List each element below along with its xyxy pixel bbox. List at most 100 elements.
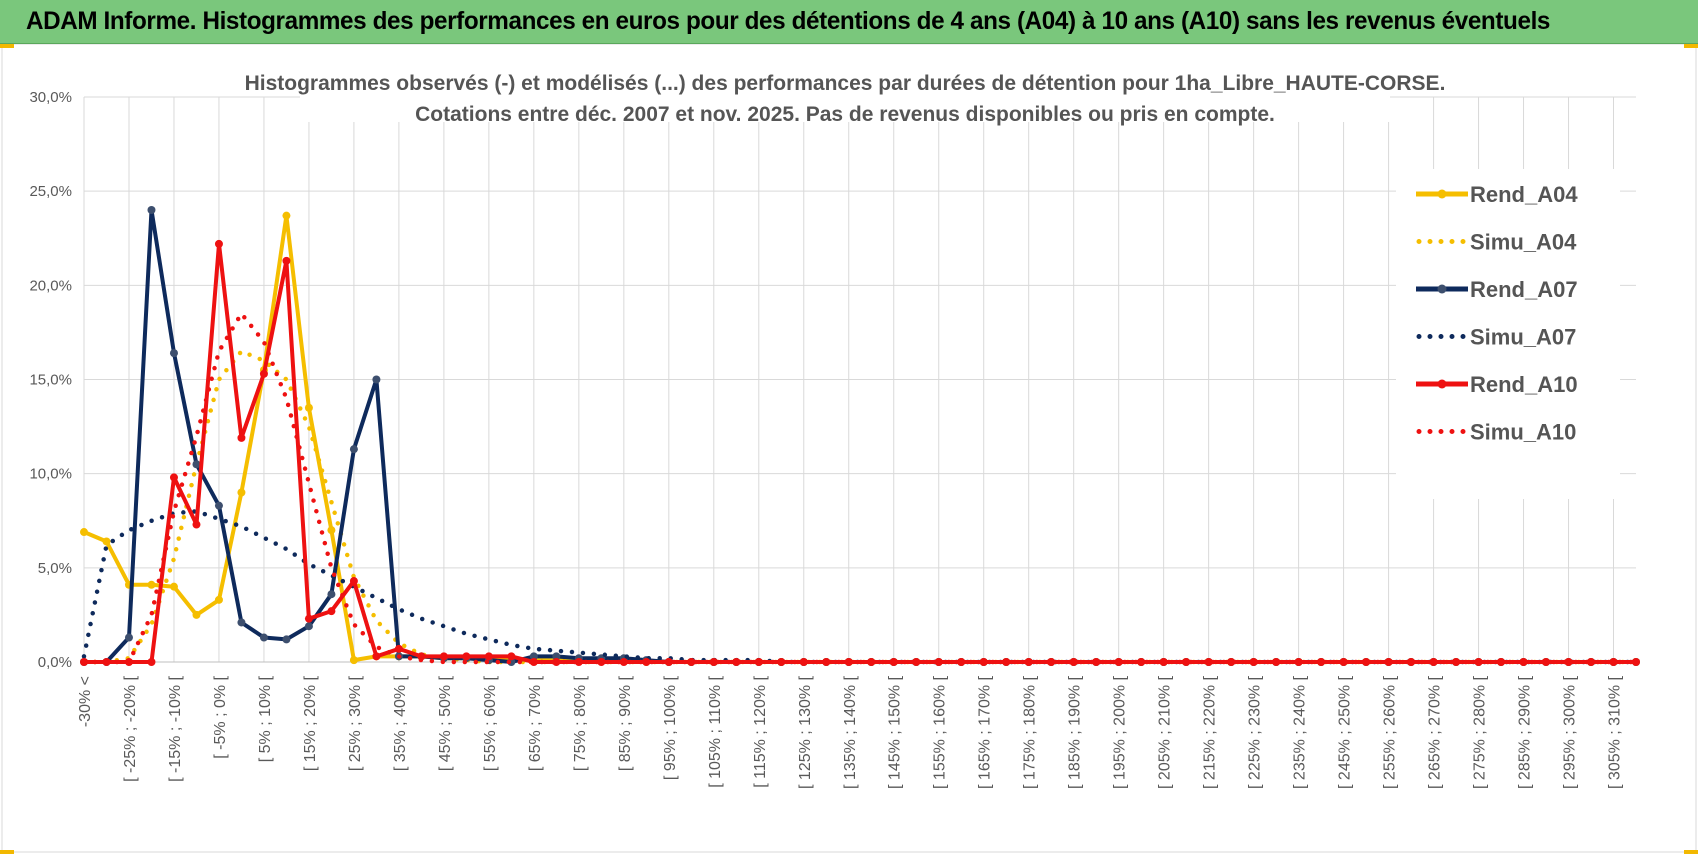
corner-mark — [0, 850, 14, 854]
data-point — [1587, 658, 1596, 666]
x-tick-label: [ 285% ; 290% [ — [1517, 675, 1534, 789]
data-point — [169, 582, 178, 591]
x-tick-label: [ 175% ; 180% [ — [1022, 675, 1039, 789]
data-point — [304, 403, 313, 412]
x-tick-label: [ 255% ; 260% [ — [1382, 675, 1399, 789]
x-tick-label: [ 275% ; 280% [ — [1472, 675, 1489, 789]
data-point — [1159, 658, 1168, 666]
legend-background — [1396, 169, 1620, 499]
data-point — [259, 369, 268, 378]
chart-frame — [1, 44, 1697, 853]
data-point — [1227, 658, 1236, 666]
data-point — [439, 652, 448, 661]
legend-marker — [1437, 189, 1447, 199]
data-point — [687, 658, 696, 666]
data-point — [597, 658, 606, 666]
y-tick-label: 20,0% — [29, 277, 72, 294]
data-point — [349, 577, 358, 586]
data-point — [124, 633, 133, 642]
x-tick-label: [ 85% ; 90% [ — [617, 675, 634, 771]
data-point — [1609, 658, 1618, 666]
data-point — [282, 211, 291, 220]
data-point — [327, 526, 336, 535]
data-point — [147, 658, 156, 666]
y-tick-label: 0,0% — [38, 654, 72, 671]
data-point — [1092, 658, 1101, 666]
data-point — [349, 445, 358, 454]
data-point — [169, 349, 178, 358]
data-point — [1069, 658, 1078, 666]
x-tick-label: [ 35% ; 40% [ — [392, 675, 409, 771]
data-point — [192, 520, 201, 529]
x-tick-label: [ 25% ; 30% [ — [347, 675, 364, 771]
x-tick-label: [ -5% ; 0% [ — [212, 675, 229, 758]
data-point — [1204, 658, 1213, 666]
data-point — [462, 652, 471, 661]
corner-mark — [0, 44, 14, 48]
corner-mark — [1684, 44, 1698, 48]
data-point — [529, 652, 538, 661]
x-tick-label: [ 195% ; 200% [ — [1112, 675, 1129, 789]
data-point — [574, 658, 583, 666]
banner: ADAM Informe. Histogrammes des performan… — [0, 0, 1698, 44]
legend-marker — [1437, 284, 1447, 294]
series-line-Simu_A10 — [81, 311, 1639, 665]
data-point — [552, 658, 561, 666]
banner-title: ADAM Informe. Histogrammes des performan… — [26, 7, 1551, 35]
x-tick-label: [ 95% ; 100% [ — [662, 675, 679, 780]
data-point — [192, 610, 201, 619]
data-point — [372, 652, 381, 661]
data-point — [1632, 658, 1640, 666]
x-tick-label: [ 235% ; 240% [ — [1292, 675, 1309, 789]
data-point — [327, 590, 336, 599]
data-point — [619, 658, 628, 666]
x-tick-label: [ 115% ; 120% [ — [752, 675, 769, 787]
x-tick-label: [ 225% ; 230% [ — [1247, 675, 1264, 789]
chart-area: 0,0% 5,0% 10,0% 15,0% 20,0% 25,0% 30,0% -30% <… — [0, 44, 1698, 854]
y-tick-label: 5,0% — [38, 560, 72, 577]
x-tick-label: [ 125% ; 130% [ — [797, 675, 814, 789]
series-group — [80, 206, 1640, 666]
data-point — [192, 460, 201, 469]
data-point — [147, 580, 156, 589]
data-point — [552, 652, 561, 661]
data-point — [417, 652, 426, 661]
data-point — [1137, 658, 1146, 666]
legend-label: Simu_A04 — [1470, 230, 1577, 255]
data-point — [709, 658, 718, 666]
data-point — [664, 658, 673, 666]
x-tick-label: [ 45% ; 50% [ — [437, 675, 454, 771]
legend-label: Rend_A07 — [1470, 277, 1578, 302]
legend-label: Rend_A10 — [1470, 372, 1578, 397]
data-point — [1114, 658, 1123, 666]
data-point — [304, 614, 313, 623]
data-point — [372, 375, 381, 384]
corner-mark — [1684, 850, 1698, 854]
data-point — [214, 501, 223, 510]
chart-title: Histogrammes observés (-) et modélisés (… — [245, 72, 1446, 95]
chart-subtitle: Cotations entre déc. 2007 et nov. 2025. … — [415, 103, 1275, 126]
x-tick-label: [ -15% ; -10% [ — [167, 675, 184, 781]
chart-titles: Histogrammes observés (-) et modélisés (… — [245, 60, 1446, 126]
data-point — [642, 658, 651, 666]
legend-marker — [1437, 379, 1447, 389]
data-point — [754, 658, 763, 666]
x-tick-label: [ 185% ; 190% [ — [1067, 675, 1084, 789]
data-point — [102, 537, 111, 546]
x-tick-label: [ 105% ; 110% [ — [707, 675, 724, 787]
y-tick-label: 10,0% — [29, 466, 72, 483]
data-point — [282, 635, 291, 644]
x-tick-label: [ 55% ; 60% [ — [482, 675, 499, 771]
line-chart: 0,0% 5,0% 10,0% 15,0% 20,0% 25,0% 30,0% -30% <… — [1, 44, 1697, 853]
legend-label: Simu_A10 — [1470, 420, 1576, 445]
data-point — [259, 633, 268, 642]
data-point — [1249, 658, 1258, 666]
data-point — [1047, 658, 1056, 666]
x-tick-label: [ 205% ; 210% [ — [1157, 675, 1174, 789]
y-tick-label: 30,0% — [29, 89, 72, 106]
x-tick-label: [ 135% ; 140% [ — [842, 675, 859, 789]
legend: Rend_A04 Simu_A04 Rend_A07 Simu_A07 Rend_A10… — [1396, 169, 1620, 499]
title-background — [300, 60, 1390, 122]
data-point — [484, 652, 493, 661]
x-tick-label: [ 145% ; 150% [ — [887, 675, 904, 789]
